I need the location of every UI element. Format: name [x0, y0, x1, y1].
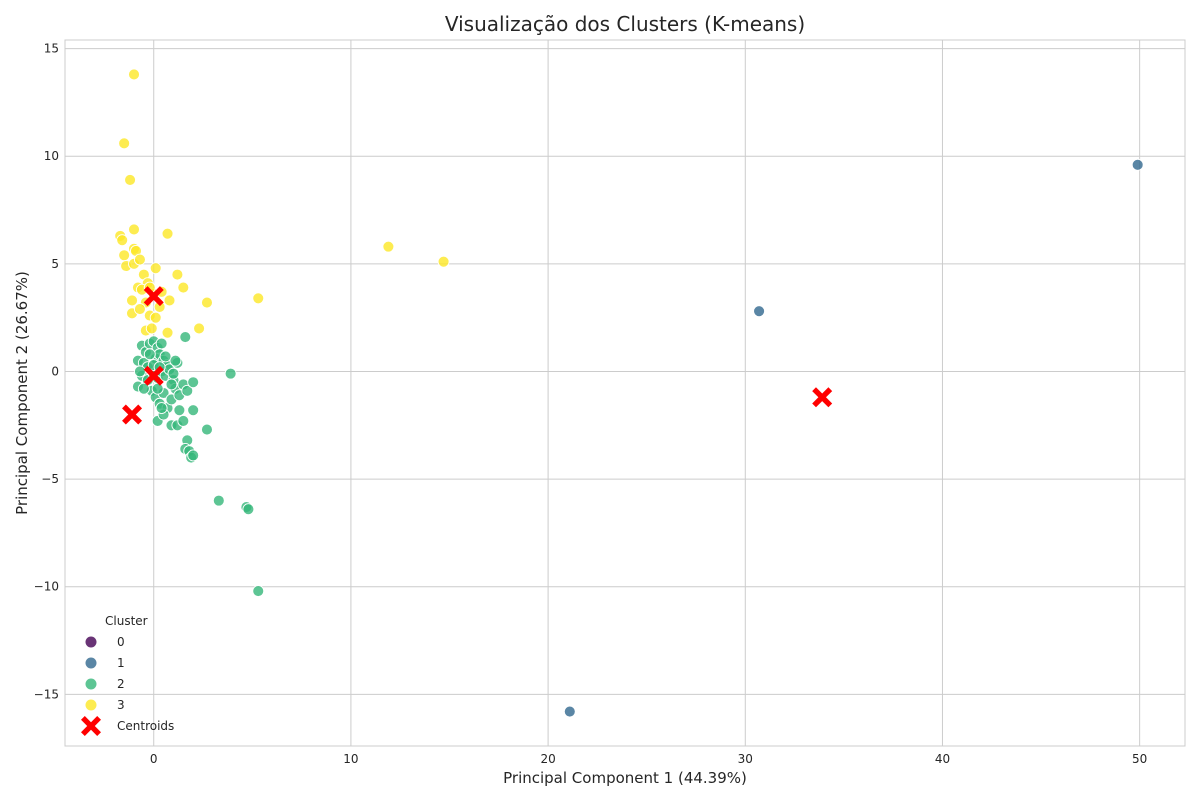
data-point-cluster-2: [201, 423, 213, 436]
data-point-cluster-2: [187, 376, 200, 389]
data-point-cluster-3: [133, 303, 146, 316]
legend-marker-cluster-3: [85, 699, 97, 711]
legend-marker-cluster-1: [85, 657, 97, 669]
data-point-cluster-2: [159, 350, 172, 363]
legend-items: 0 1 2 3 Centroids: [81, 635, 174, 736]
data-point-cluster-2: [252, 585, 265, 597]
y-tick-label: −15: [34, 687, 59, 701]
data-point-cluster-3: [177, 281, 190, 294]
data-point-cluster-3: [437, 255, 450, 268]
data-point-cluster-2: [169, 354, 182, 367]
data-point-cluster-2: [155, 337, 168, 350]
data-point-cluster-2: [242, 503, 255, 516]
legend-label-cluster-1: 1: [117, 656, 125, 670]
y-axis-label: Principal Component 2 (26.67%): [13, 271, 31, 515]
data-point-cluster-2: [224, 367, 237, 380]
data-point-cluster-3: [128, 68, 140, 81]
data-point-cluster-1: [1131, 158, 1144, 171]
data-point-cluster-2: [133, 365, 146, 378]
y-tick-label: 15: [44, 42, 59, 56]
data-point-cluster-3: [163, 294, 176, 307]
y-tick-label: 10: [44, 149, 59, 163]
x-tick-label: 40: [935, 752, 950, 766]
legend-title: Cluster: [105, 614, 148, 628]
data-point-cluster-2: [181, 384, 194, 397]
x-tick-labels: 0 10 20 30 40 50: [150, 752, 1147, 766]
legend-marker-centroids: [81, 716, 101, 736]
y-tick-label: −10: [34, 580, 59, 594]
data-point-cluster-2: [155, 402, 168, 415]
centroid-marker: [122, 404, 143, 425]
data-point-cluster-2: [165, 378, 178, 391]
data-point-cluster-2: [173, 404, 186, 417]
legend-marker-cluster-0: [85, 636, 97, 648]
data-point-cluster-2: [137, 382, 150, 395]
data-point-cluster-3: [382, 240, 395, 253]
y-tick-label: 5: [51, 257, 59, 271]
data-point-cluster-3: [149, 311, 162, 324]
data-point-cluster-3: [171, 268, 184, 281]
legend-label-cluster-2: 2: [117, 677, 125, 691]
grid-lines: [65, 40, 1185, 746]
data-point-cluster-3: [201, 296, 213, 309]
data-point-cluster-2: [177, 415, 190, 427]
data-point-cluster-3: [128, 223, 140, 236]
data-point-cluster-3: [118, 137, 131, 150]
data-point-cluster-3: [145, 322, 158, 335]
legend-label-cluster-3: 3: [117, 698, 125, 712]
data-point-cluster-3: [252, 292, 265, 305]
y-tick-labels: −15 −10 −5 0 5 10 15: [34, 42, 59, 702]
data-point-cluster-2: [187, 404, 200, 417]
chart-title: Visualização dos Clusters (K-means): [445, 12, 805, 36]
centroid-marker: [143, 286, 164, 307]
legend-label-centroids: Centroids: [117, 719, 174, 733]
legend: Cluster 0 1 2 3 Centroids: [81, 614, 174, 736]
data-point-cluster-2: [212, 494, 225, 507]
x-tick-label: 30: [738, 752, 753, 766]
centroid-marker: [143, 365, 164, 386]
centroid-markers: [122, 286, 833, 425]
plot-frame: [64, 39, 1186, 747]
data-point-cluster-3: [116, 234, 129, 247]
data-point-cluster-3: [161, 227, 174, 240]
data-point-cluster-3: [149, 262, 162, 275]
x-tick-label: 10: [343, 752, 358, 766]
data-points: [114, 68, 1144, 718]
data-point-cluster-2: [167, 367, 180, 380]
x-tick-label: 20: [540, 752, 555, 766]
data-point-cluster-2: [179, 331, 192, 343]
x-tick-label: 50: [1132, 752, 1147, 766]
data-point-cluster-1: [563, 705, 576, 718]
data-point-cluster-2: [187, 449, 200, 462]
centroid-marker: [812, 387, 833, 408]
x-tick-label: 0: [150, 752, 158, 766]
data-point-cluster-3: [126, 294, 138, 307]
data-point-cluster-2: [143, 348, 156, 361]
legend-label-cluster-0: 0: [117, 635, 125, 649]
data-point-cluster-2: [151, 382, 164, 395]
legend-marker-cluster-2: [85, 678, 97, 690]
x-axis-label: Principal Component 1 (44.39%): [503, 769, 747, 787]
data-point-cluster-3: [193, 322, 206, 335]
y-tick-label: 0: [51, 364, 59, 378]
data-point-cluster-1: [753, 305, 766, 318]
data-point-cluster-3: [118, 249, 131, 262]
data-point-cluster-3: [161, 326, 174, 339]
y-tick-label: −5: [41, 472, 59, 486]
data-point-cluster-3: [133, 253, 146, 266]
data-point-cluster-3: [124, 173, 137, 186]
